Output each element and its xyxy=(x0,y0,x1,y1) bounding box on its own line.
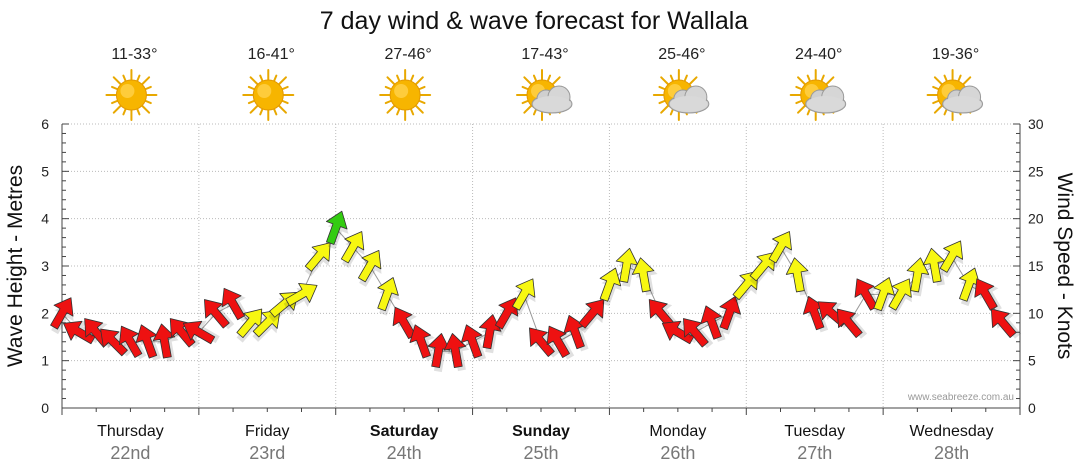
wind-arrow xyxy=(546,325,575,360)
day-name-label: Sunday xyxy=(512,423,570,440)
sun-icon xyxy=(242,69,295,121)
y-tick-label-left: 4 xyxy=(41,211,49,227)
wind-arrow xyxy=(221,287,250,322)
wind-arrow xyxy=(768,231,793,268)
wind-arrow xyxy=(443,333,470,372)
wind-arrow xyxy=(974,278,1002,313)
wind-arrow xyxy=(631,257,658,296)
temperature-range: 17-43° xyxy=(521,46,568,63)
wind-arrow xyxy=(252,309,281,342)
chart-title: 7 day wind & wave forecast for Wallala xyxy=(320,7,749,35)
y-tick-label-left: 0 xyxy=(41,400,49,416)
y-ticks-left: 0 1 2 3 4 5 6 xyxy=(41,116,49,416)
y-tick-label-left: 6 xyxy=(41,116,49,132)
sun-icon xyxy=(105,69,158,121)
wind-arrow xyxy=(700,305,726,342)
y-tick-label-right: 25 xyxy=(1028,163,1044,179)
wind-arrow xyxy=(873,277,896,316)
day-date-label: 28th xyxy=(934,443,969,463)
wind-arrow xyxy=(478,314,504,354)
wind-arrow xyxy=(732,270,759,305)
y-tick-label-left: 1 xyxy=(41,353,49,369)
x-axis-day-labels: Thursday 22nd Friday 23rd Saturday 24th Sunday… xyxy=(97,423,994,463)
wind-arrow xyxy=(906,257,932,297)
day-date-label: 26th xyxy=(660,443,695,463)
y-tick-label-left: 3 xyxy=(41,258,49,274)
y-tick-label-left: 2 xyxy=(41,305,49,321)
wind-arrow xyxy=(50,297,74,335)
wind-arrow xyxy=(785,257,812,296)
partly-cloudy-icon xyxy=(926,69,984,121)
wind-arrow xyxy=(719,295,743,335)
wind-arrow xyxy=(494,297,519,335)
y-tick-label-right: 20 xyxy=(1028,211,1044,227)
temperature-range: 11-33° xyxy=(111,46,157,63)
y-ticks-right: 0 5 10 15 20 25 30 xyxy=(1028,116,1044,416)
wind-arrows xyxy=(50,210,1022,373)
day-date-label: 25th xyxy=(523,443,558,463)
day-name-label: Tuesday xyxy=(784,423,845,440)
wind-arrow xyxy=(512,278,536,316)
y-axis-left-label: Wave Height - Metres xyxy=(4,165,27,367)
y-tick-label-right: 15 xyxy=(1028,258,1044,274)
wind-arrow xyxy=(182,320,220,345)
wind-arrow xyxy=(325,210,349,250)
day-name-label: Monday xyxy=(649,423,706,440)
wind-arrow xyxy=(63,320,100,345)
wind-arrow xyxy=(409,324,435,361)
wind-arrow xyxy=(100,328,133,357)
y-tick-label-right: 5 xyxy=(1028,353,1036,369)
y-tick-label-right: 0 xyxy=(1028,400,1036,416)
day-name-label: Wednesday xyxy=(909,423,993,440)
day-name-label: Thursday xyxy=(97,423,164,440)
axes xyxy=(61,123,1021,415)
day-date-label: 24th xyxy=(387,443,422,463)
wind-arrow xyxy=(615,247,641,287)
wind-arrow xyxy=(836,308,868,339)
y-tick-label-left: 5 xyxy=(41,163,49,179)
wind-arrow xyxy=(283,282,318,311)
temperature-range: 25-46° xyxy=(658,46,705,63)
wind-arrow xyxy=(599,267,623,307)
wind-arrow xyxy=(749,251,776,286)
temperature-range: 24-40° xyxy=(795,46,842,63)
wind-arrow xyxy=(990,308,1022,339)
wind-arrow xyxy=(661,320,699,345)
wind-arrow xyxy=(358,250,382,287)
wind-arrow xyxy=(578,299,605,334)
wind-arrow xyxy=(377,277,400,316)
wind-arrow xyxy=(888,278,912,316)
partly-cloudy-icon xyxy=(652,69,710,121)
plot-area xyxy=(62,124,1020,408)
y-tick-label-right: 10 xyxy=(1028,305,1044,321)
wind-arrow xyxy=(204,299,235,330)
wind-arrow xyxy=(922,247,949,286)
wind-arrow xyxy=(529,327,560,358)
partly-cloudy-icon xyxy=(516,69,573,121)
wind-arrow xyxy=(340,231,365,268)
temperature-range: 27-46° xyxy=(384,46,431,63)
wind-arrow xyxy=(939,240,964,278)
sun-icon xyxy=(379,69,432,121)
temperature-range: 16-41° xyxy=(248,46,295,63)
y-axis-right-label: Wind Speed - Knots xyxy=(1053,173,1076,360)
day-name-label: Saturday xyxy=(370,423,439,440)
day-name-label: Friday xyxy=(245,423,289,440)
temperature-range: 19-36° xyxy=(932,46,979,63)
partly-cloudy-icon xyxy=(789,69,847,121)
day-date-label: 22nd xyxy=(110,443,150,463)
day-date-label: 23rd xyxy=(249,443,285,463)
weather-row: 11-33° 16-41° 27-46° 17-43° 25-46° 24-40° 19-3… xyxy=(105,46,984,121)
y-tick-label-right: 30 xyxy=(1028,116,1044,132)
wind-arrow xyxy=(460,324,487,361)
credit-text: www.seabreeze.com.au xyxy=(907,392,1014,403)
day-date-label: 27th xyxy=(797,443,832,463)
wind-arrow xyxy=(304,242,331,277)
